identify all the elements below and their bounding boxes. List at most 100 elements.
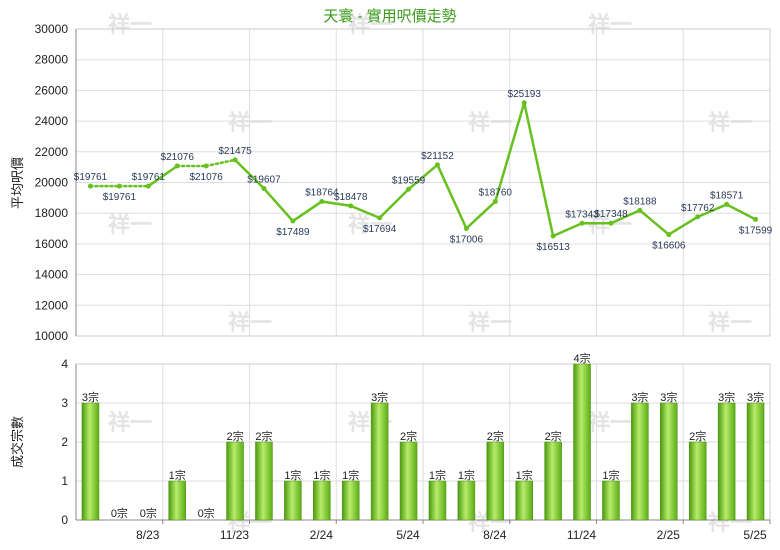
price-point[interactable] — [232, 157, 238, 163]
price-point[interactable] — [377, 215, 383, 221]
price-point[interactable] — [695, 214, 701, 220]
volume-bar[interactable] — [688, 441, 707, 521]
volume-y-axis-label: 成交宗數 — [10, 416, 25, 468]
price-point[interactable] — [145, 183, 151, 189]
watermark-text: 祥一 — [108, 212, 152, 237]
volume-data-label: 2宗 — [226, 429, 243, 443]
price-data-label: $17489 — [276, 227, 310, 238]
price-line-segment — [638, 209, 671, 236]
price-line-segment — [494, 101, 526, 203]
price-line-segment — [320, 200, 352, 208]
price-point[interactable] — [753, 216, 759, 222]
price-point[interactable] — [319, 198, 325, 204]
watermark-text: 祥一 — [588, 12, 632, 37]
price-point[interactable] — [406, 186, 412, 192]
price-line-segment — [436, 163, 468, 230]
price-data-label: $18571 — [710, 190, 744, 201]
price-line-segment — [407, 163, 439, 191]
price-y-tick-label: 28000 — [35, 53, 69, 67]
volume-data-label: 3宗 — [371, 390, 388, 404]
price-point[interactable] — [434, 162, 440, 168]
volume-bar[interactable] — [284, 480, 302, 521]
price-point[interactable] — [521, 100, 527, 106]
price-line-segment — [725, 203, 757, 221]
price-point[interactable] — [637, 207, 643, 213]
watermark-text: 祥一 — [348, 212, 392, 237]
price-y-tick-label: 16000 — [35, 237, 69, 251]
price-point[interactable] — [174, 163, 180, 169]
volume-bar[interactable] — [515, 480, 533, 521]
price-line-segment — [349, 204, 381, 220]
price-point[interactable] — [87, 183, 93, 189]
volume-bar[interactable] — [457, 480, 476, 521]
volume-data-label: 2宗 — [255, 429, 272, 443]
price-series: $19761 $19761 $19761 $21076 $21076 $21475 $196… — [74, 89, 773, 253]
volume-bar[interactable] — [428, 480, 447, 521]
price-line-segment — [291, 200, 324, 223]
volume-bar[interactable] — [226, 441, 244, 521]
volume-bar[interactable] — [81, 402, 100, 521]
price-grid — [75, 28, 771, 337]
price-line-segment — [551, 222, 584, 238]
price-line-segment — [204, 158, 237, 168]
price-data-label: $17599 — [739, 225, 773, 236]
volume-bar[interactable] — [341, 480, 360, 521]
price-line-segment — [262, 187, 295, 223]
volume-data-label: 3宗 — [660, 390, 677, 404]
volume-bar[interactable] — [313, 480, 331, 521]
price-point[interactable] — [550, 233, 556, 239]
price-data-label: $18760 — [479, 188, 513, 199]
price-line-segment — [147, 164, 179, 188]
watermark-text: 祥一 — [468, 310, 512, 335]
price-point[interactable] — [608, 220, 614, 226]
volume-bar[interactable] — [255, 441, 273, 521]
price-data-label: $19559 — [392, 175, 426, 186]
x-tick-label: 8/24 — [483, 528, 507, 542]
watermark-text: 祥一 — [588, 410, 632, 435]
price-line-segment — [378, 188, 410, 220]
price-data-label: $21475 — [218, 146, 252, 157]
price-point[interactable] — [492, 199, 498, 205]
volume-data-label: 2宗 — [487, 429, 504, 443]
price-point[interactable] — [463, 225, 469, 231]
price-data-label: $19761 — [103, 192, 137, 203]
volume-bar[interactable] — [544, 441, 562, 521]
volume-bar[interactable] — [631, 402, 649, 521]
volume-bar[interactable] — [602, 480, 620, 521]
price-point[interactable] — [116, 183, 122, 189]
price-data-label: $16606 — [652, 241, 686, 252]
price-point[interactable] — [290, 218, 296, 224]
volume-data-label: 2宗 — [545, 429, 562, 443]
price-y-tick-label: 14000 — [35, 268, 69, 282]
watermark-text: 祥一 — [708, 110, 752, 135]
price-data-label: $18764 — [305, 187, 339, 198]
volume-y-tick-label: 3 — [61, 396, 68, 410]
price-y-tick-label: 12000 — [35, 298, 69, 312]
price-data-label: $17006 — [450, 234, 484, 245]
volume-bar[interactable] — [660, 402, 678, 521]
price-point[interactable] — [666, 232, 672, 238]
volume-bar[interactable] — [399, 441, 418, 521]
volume-bar[interactable] — [486, 441, 505, 521]
watermark-text: 祥一 — [468, 110, 512, 135]
volume-data-label: 1宗 — [429, 468, 446, 482]
price-point[interactable] — [348, 203, 354, 209]
volume-bar[interactable] — [573, 363, 591, 521]
price-point[interactable] — [579, 220, 585, 226]
volume-bar[interactable] — [168, 480, 186, 521]
price-point[interactable] — [203, 163, 209, 169]
price-data-label: $25193 — [508, 89, 542, 100]
volume-bar[interactable] — [746, 402, 765, 521]
price-data-label: $16513 — [536, 242, 570, 253]
price-data-label: $21076 — [161, 152, 195, 163]
volume-bar[interactable] — [370, 402, 389, 521]
volume-bar[interactable] — [717, 402, 736, 521]
price-point[interactable] — [724, 201, 730, 207]
price-point[interactable] — [261, 186, 267, 192]
volume-series: 3宗 0宗 0宗 1宗 0宗 2宗 2宗 1宗 1宗 1宗 3宗 2宗 1宗 1宗 2宗 1宗 2宗 4宗 1宗 3宗… — [81, 351, 765, 521]
price-y-axis: 10000 12000 14000 16000 18000 20000 22000 24000… — [35, 22, 69, 343]
price-data-label: $18478 — [334, 192, 368, 203]
price-y-tick-label: 20000 — [35, 176, 69, 190]
price-y-tick-label: 26000 — [35, 83, 69, 97]
